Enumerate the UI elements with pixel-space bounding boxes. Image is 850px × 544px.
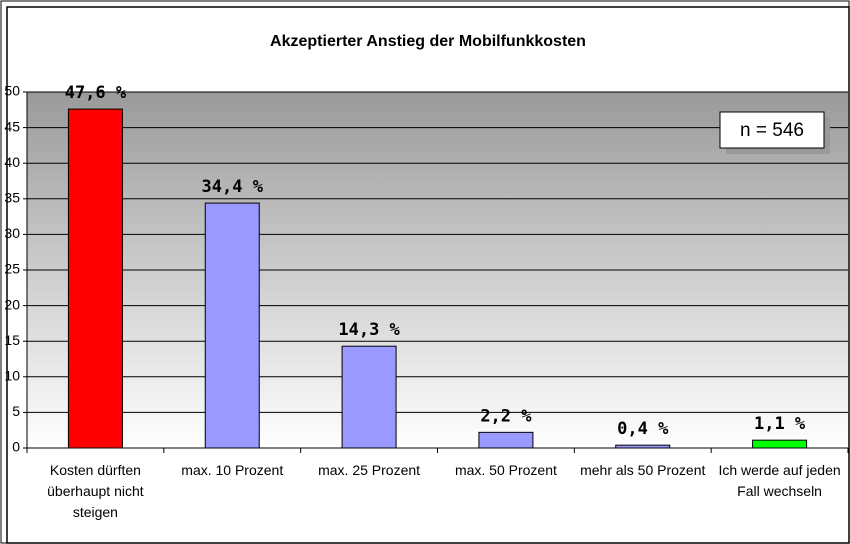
- data-label: 14,3 %: [338, 320, 400, 340]
- x-tick-label: Kosten dürften überhaupt nicht steigen: [47, 462, 144, 520]
- x-tick-label: max. 50 Prozent: [454, 462, 557, 478]
- bar: [67, 108, 123, 449]
- y-tick-label: 25: [4, 261, 20, 277]
- data-label: 47,6 %: [65, 83, 127, 103]
- data-label: 34,4 %: [202, 177, 264, 197]
- y-tick-label: 20: [4, 296, 20, 312]
- y-tick-label: 50: [4, 83, 20, 99]
- annotation-box: [719, 111, 825, 149]
- chart-title: Akzeptierter Anstieg der Mobilfunkkosten: [270, 33, 586, 50]
- data-label: 1,1 %: [754, 414, 806, 434]
- data-label: 2,2 %: [480, 406, 532, 426]
- chart-frame: [6, 6, 850, 544]
- bar: [341, 345, 397, 449]
- y-tick-label: 35: [4, 190, 20, 206]
- x-tick-label: max. 25 Prozent: [318, 462, 421, 478]
- y-tick-label: 40: [4, 154, 20, 170]
- x-tick-label: Ich werde auf jeden Fall wechseln: [718, 462, 841, 499]
- bar: [204, 202, 260, 449]
- bar: [752, 439, 808, 449]
- y-tick-label: 10: [4, 368, 20, 384]
- y-tick-label: 0: [12, 439, 20, 455]
- y-tick-label: 5: [12, 403, 20, 419]
- data-label: 0,4 %: [617, 419, 669, 439]
- bar: [478, 431, 534, 449]
- y-tick-label: 45: [4, 118, 20, 134]
- y-tick-label: 30: [4, 225, 20, 241]
- x-tick-label: mehr als 50 Prozent: [580, 462, 706, 478]
- y-tick-label: 15: [4, 332, 20, 348]
- annotation: n = 546: [740, 120, 804, 141]
- x-tick-label: max. 10 Prozent: [181, 462, 284, 478]
